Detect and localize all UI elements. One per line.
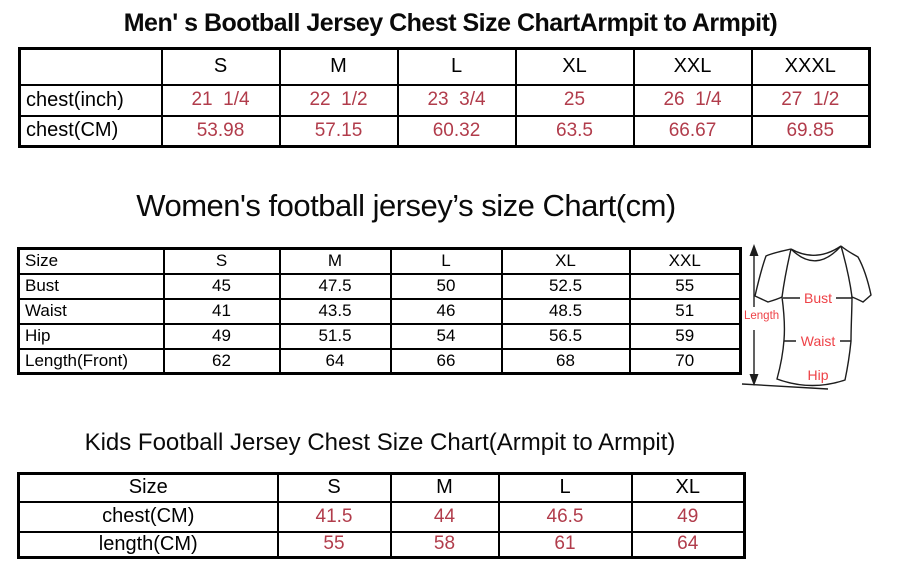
table-row: Hip 49 51.5 54 56.5 59	[17, 322, 742, 350]
col-header-cell: XL	[630, 472, 746, 503]
value-cell: 48.5	[500, 297, 631, 325]
value-cell: 66	[389, 347, 503, 375]
row-label-cell: Waist	[17, 297, 165, 325]
value-cell: 53.98	[160, 114, 281, 148]
col-header-cell: S	[276, 472, 392, 503]
value-cell: 44	[389, 500, 500, 533]
value-cell: 55	[276, 530, 392, 558]
value-cell: 66.67	[632, 114, 753, 148]
left-sleeve-seam	[781, 248, 792, 298]
col-header-cell: XXL	[632, 47, 753, 86]
value-cell: 54	[389, 322, 503, 350]
table-row: Waist 41 43.5 46 48.5 51	[17, 297, 742, 325]
row-label-cell: Hip	[17, 322, 165, 350]
row-label-cell: chest(inch)	[18, 83, 163, 117]
value-cell: 69.85	[750, 114, 871, 148]
col-header-cell: XXL	[628, 247, 742, 275]
value-cell: 52.5	[500, 272, 631, 300]
value-cell: 46.5	[497, 500, 633, 533]
value-cell: 61	[497, 530, 633, 558]
hip-label: Hip	[807, 367, 828, 383]
women-chart-title: Women's football jersey’s size Chart(cm)	[136, 188, 676, 223]
table-header-row: Size S M L XL XXL	[17, 247, 742, 275]
tshirt-measurement-diagram: Bust Waist Hip Length	[741, 240, 901, 398]
table-row: Length(Front) 62 64 66 68 70	[17, 347, 742, 375]
bust-label: Bust	[804, 290, 832, 306]
value-cell: 50	[389, 272, 503, 300]
value-cell: 51	[628, 297, 742, 325]
value-cell: 63.5	[514, 114, 635, 148]
value-cell: 26 1/4	[632, 83, 753, 117]
table-row: chest(inch) 21 1/4 22 1/2 23 3/4 25 26 1…	[18, 83, 871, 117]
row-label-cell: chest(CM)	[18, 114, 163, 148]
row-label-cell: chest(CM)	[17, 500, 279, 533]
value-cell: 60.32	[396, 114, 517, 148]
value-cell: 43.5	[278, 297, 392, 325]
value-cell: 59	[628, 322, 742, 350]
col-header-cell: XL	[514, 47, 635, 86]
value-cell: 51.5	[278, 322, 392, 350]
value-cell: 47.5	[278, 272, 392, 300]
row-label-cell: Bust	[17, 272, 165, 300]
collar-inner-line	[790, 245, 842, 262]
men-size-table: S M L XL XXL XXXL chest(inch) 21 1/4 22 …	[18, 47, 871, 148]
kids-size-table: Size S M L XL chest(CM) 41.5 44 46.5 49 …	[17, 472, 746, 559]
length-arrow-icon	[749, 244, 759, 386]
table-header-row: Size S M L XL	[17, 472, 746, 503]
col-header-cell: S	[162, 247, 281, 275]
col-header-cell: M	[278, 47, 399, 86]
col-header-cell: L	[497, 472, 633, 503]
waist-label: Waist	[801, 333, 836, 349]
table-row: length(CM) 55 58 61 64	[17, 530, 746, 558]
men-chart-title: Men' s Bootball Jersey Chest Size ChartA…	[123, 9, 778, 37]
tshirt-icon: Bust Waist Hip Length	[741, 244, 872, 390]
table-row: Bust 45 47.5 50 52.5 55	[17, 272, 742, 300]
right-sleeve-seam	[840, 245, 853, 298]
col-header-cell: M	[278, 247, 392, 275]
value-cell: 70	[628, 347, 742, 375]
value-cell: 41.5	[276, 500, 392, 533]
women-size-table: Size S M L XL XXL Bust 45 47.5 50 52.5 5…	[17, 247, 742, 375]
collar-outer-line	[790, 245, 842, 256]
value-cell: 41	[162, 297, 281, 325]
kids-chart-title: Kids Football Jersey Chest Size Chart(Ar…	[84, 429, 676, 456]
col-header-cell: S	[160, 47, 281, 86]
value-cell: 55	[628, 272, 742, 300]
value-cell: 62	[162, 347, 281, 375]
table-header-row: S M L XL XXL XXXL	[18, 47, 871, 86]
row-label-cell: length(CM)	[17, 530, 279, 558]
value-cell: 49	[162, 322, 281, 350]
value-cell: 57.15	[278, 114, 399, 148]
col-header-cell: XXXL	[750, 47, 871, 86]
row-label-cell: Size	[17, 472, 279, 503]
value-cell: 27 1/2	[750, 83, 871, 117]
col-header-cell: M	[389, 472, 500, 503]
value-cell: 49	[630, 500, 746, 533]
value-cell: 45	[162, 272, 281, 300]
col-header-cell: XL	[500, 247, 631, 275]
row-label-cell: Length(Front)	[17, 347, 165, 375]
hem-baseline	[741, 383, 829, 390]
value-cell: 64	[630, 530, 746, 558]
length-label: Length	[744, 310, 779, 322]
value-cell: 46	[389, 297, 503, 325]
value-cell: 22 1/2	[278, 83, 399, 117]
table-row: chest(CM) 53.98 57.15 60.32 63.5 66.67 6…	[18, 114, 871, 148]
corner-cell	[18, 47, 163, 86]
table-row: chest(CM) 41.5 44 46.5 49	[17, 500, 746, 533]
value-cell: 56.5	[500, 322, 631, 350]
value-cell: 58	[389, 530, 500, 558]
value-cell: 64	[278, 347, 392, 375]
col-header-cell: L	[396, 47, 517, 86]
value-cell: 25	[514, 83, 635, 117]
row-label-cell: Size	[17, 247, 165, 275]
value-cell: 21 1/4	[160, 83, 281, 117]
col-header-cell: L	[389, 247, 503, 275]
value-cell: 23 3/4	[396, 83, 517, 117]
value-cell: 68	[500, 347, 631, 375]
